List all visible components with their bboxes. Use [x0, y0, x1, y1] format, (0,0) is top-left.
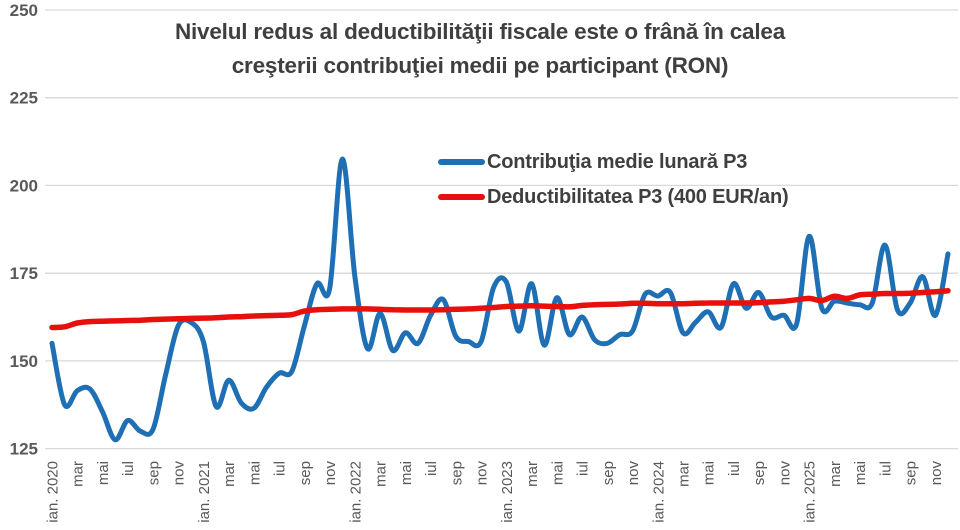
x-axis-label: mai — [701, 461, 718, 485]
x-axis-label: mar — [70, 461, 87, 487]
x-axis-label: mar — [373, 461, 390, 487]
x-axis-label: iul — [120, 461, 137, 476]
legend-swatch-red-line — [438, 194, 485, 200]
x-axis-label: mai — [95, 461, 112, 485]
x-axis-label: mai — [398, 461, 415, 485]
x-axis-label: ian. 2025 — [802, 461, 819, 523]
series-line-deductibilitatea — [49, 287, 951, 331]
x-axis-label: mar — [676, 461, 693, 487]
y-axis-label: 150 — [10, 352, 38, 371]
legend: Contribuţia medie lunară P3 Deductibilit… — [438, 149, 789, 219]
x-axis-label: mai — [246, 461, 263, 485]
legend-label: Contribuţia medie lunară P3 — [487, 150, 748, 173]
x-axis-label: sep — [600, 461, 617, 485]
x-axis-label: mar — [524, 461, 541, 487]
x-axis-label: sep — [146, 461, 163, 485]
chart-title-line1: Nivelul redus al deductibilităţii fiscal… — [174, 19, 786, 44]
x-axis-label: ian. 2024 — [650, 461, 667, 523]
x-axis-label: nov — [171, 461, 188, 486]
y-axis-label: 125 — [10, 440, 38, 459]
x-axis-label: mar — [221, 461, 238, 487]
x-axis-label: sep — [448, 461, 465, 485]
legend-label: Deductibilitatea P3 (400 EUR/an) — [487, 185, 789, 208]
legend-item-deductibilitatea: Deductibilitatea P3 (400 EUR/an) — [438, 184, 789, 210]
x-axis-label: mai — [549, 461, 566, 485]
x-axis-label: ian. 2023 — [499, 461, 516, 523]
x-axis-label: mai — [852, 461, 869, 485]
y-axis-label: 200 — [10, 176, 38, 195]
y-axis-label: 225 — [10, 89, 38, 108]
legend-swatch-blue-line — [438, 159, 485, 165]
x-axis-label: iul — [272, 461, 289, 476]
chart-title-line2: creşterii contribuţiei medii pe particip… — [231, 53, 729, 78]
x-axis-label: nov — [474, 461, 491, 486]
x-axis-label: ian. 2020 — [45, 461, 62, 523]
x-axis-label: sep — [297, 461, 314, 485]
y-axis-label: 175 — [10, 264, 38, 283]
x-axis-label: iul — [423, 461, 440, 476]
x-axis-label: nov — [322, 461, 339, 486]
legend-item-contributia: Contribuţia medie lunară P3 — [438, 149, 788, 175]
x-axis-label: sep — [903, 461, 920, 485]
x-axis-label: nov — [928, 461, 945, 486]
x-axis-label: sep — [751, 461, 768, 485]
x-axis-label: mar — [827, 461, 844, 487]
x-axis-label: ian. 2022 — [347, 461, 364, 523]
x-axis-label: iul — [726, 461, 743, 476]
x-axis-label: iul — [877, 461, 894, 476]
chart-title: Nivelul redus al deductibilităţii fiscal… — [0, 15, 960, 83]
x-axis-label: nov — [777, 461, 794, 486]
x-axis-label: iul — [575, 461, 592, 476]
x-axis-label: ian. 2021 — [196, 461, 213, 523]
y-axis-label: 250 — [10, 1, 38, 20]
x-axis-label: nov — [625, 461, 642, 486]
